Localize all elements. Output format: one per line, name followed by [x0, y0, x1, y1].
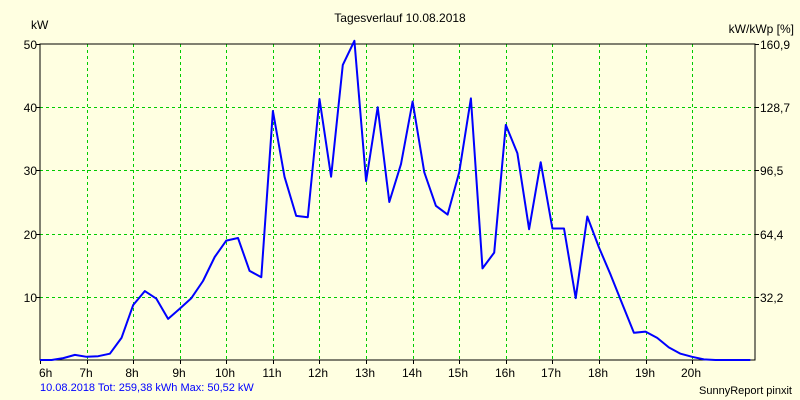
- y-right-tick-label: 128,7: [760, 101, 790, 115]
- x-tick-label: 11h: [262, 366, 281, 380]
- x-tick-label: 9h: [172, 366, 185, 380]
- x-tick-label: 15h: [448, 366, 468, 380]
- y-left-tick-label: 30: [24, 164, 38, 178]
- y-right-tick-label: 32,2: [760, 291, 784, 305]
- x-tick-label: 7h: [79, 366, 92, 380]
- y-axis-right-label: kW/kWp [%]: [728, 22, 794, 36]
- y-left-tick-label: 50: [24, 38, 38, 52]
- y-left-tick-label: 10: [24, 291, 38, 305]
- axis-ticks: [36, 44, 759, 364]
- footer-credit: SunnyReport pinxit: [699, 385, 792, 397]
- y-right-tick-label: 96,5: [760, 164, 784, 178]
- x-tick-label: 19h: [635, 366, 655, 380]
- y-left-tick-label: 40: [24, 101, 38, 115]
- series-line-kw: [40, 39, 751, 361]
- y-right-tick-label: 64,4: [760, 228, 784, 242]
- footer-stats: 10.08.2018 Tot: 259,38 kWh Max: 50,52 kW: [40, 382, 254, 394]
- plot-frame: [39, 43, 756, 361]
- y-axis-left-label: kW: [31, 18, 49, 32]
- series-layer: [40, 39, 751, 361]
- x-tick-label: 20h: [681, 366, 701, 380]
- x-tick-label: 17h: [541, 366, 561, 380]
- x-tick-label: 12h: [308, 366, 328, 380]
- x-tick-label: 18h: [588, 366, 608, 380]
- x-tick-label: 16h: [495, 366, 515, 380]
- x-tick-label: 10h: [215, 366, 235, 380]
- y-right-tick-label: 160,9: [760, 38, 790, 52]
- y-left-tick-label: 20: [24, 228, 38, 242]
- x-tick-label: 13h: [355, 366, 375, 380]
- grid-lines: [40, 44, 755, 360]
- tick-labels: 6h 7h 8h 9h 10h 11h 12h 13h 14h 15h 16h 17h 18h 19h 20…: [24, 38, 791, 380]
- x-tick-label: 8h: [125, 366, 138, 380]
- chart-title: Tagesverlauf 10.08.2018: [334, 11, 466, 25]
- x-tick-label: 14h: [402, 366, 422, 380]
- x-tick-label: 6h: [39, 366, 52, 380]
